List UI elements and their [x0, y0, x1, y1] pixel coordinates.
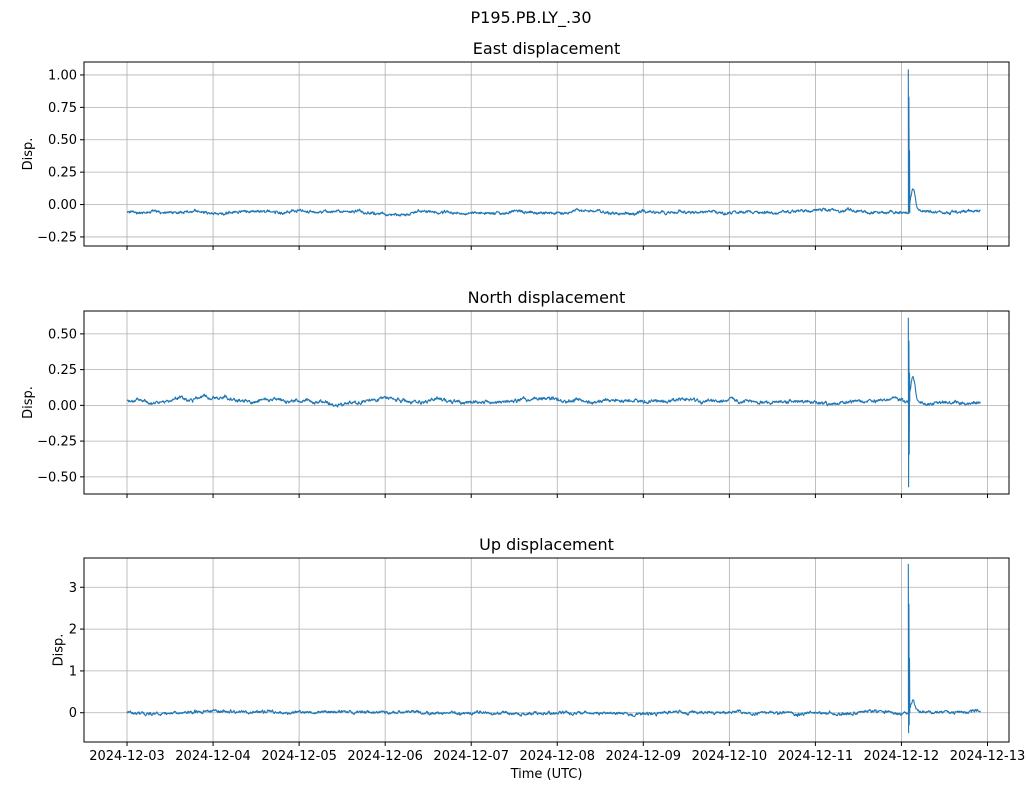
y-axis-label: Disp. — [21, 138, 36, 171]
axes-frame — [83, 557, 1010, 743]
x-tick-label: 2024-12-08 — [519, 749, 595, 764]
y-tick-label: 0 — [69, 706, 77, 721]
y-tick-label: −0.25 — [37, 435, 77, 450]
y-tick-label: 1.00 — [48, 68, 77, 83]
y-tick-label: 0.00 — [48, 198, 77, 213]
axes-frame — [83, 310, 1010, 495]
panel-0: −0.25 0.00 0.25 0.50 0.75 1.00 East displaceme… — [21, 39, 1010, 250]
y-tick-label: 2 — [69, 623, 77, 638]
y-tick-label: −0.25 — [37, 230, 77, 245]
axes-frame — [83, 61, 1010, 247]
series-line — [126, 69, 981, 217]
y-tick-label: 0.25 — [48, 166, 77, 181]
x-tick-label: 2024-12-03 — [89, 749, 165, 764]
x-tick-label: 2024-12-04 — [175, 749, 251, 764]
x-tick-label: 2024-12-10 — [692, 749, 768, 764]
panel-title: North displacement — [468, 288, 626, 307]
x-tick-label: 2024-12-13 — [950, 749, 1026, 764]
x-axis-label: Time (UTC) — [510, 767, 583, 782]
x-tick-label: 2024-12-06 — [347, 749, 423, 764]
x-tick-label: 2024-12-12 — [864, 749, 940, 764]
panel-title: East displacement — [473, 39, 620, 58]
y-tick-label: 0.00 — [48, 399, 77, 414]
y-axis-label: Disp. — [21, 386, 36, 419]
series-line — [126, 317, 981, 488]
y-tick-label: 0.50 — [48, 327, 77, 342]
y-tick-label: 0.75 — [48, 101, 77, 116]
x-tick-label: 2024-12-11 — [778, 749, 854, 764]
series-line — [126, 563, 981, 734]
panel-title: Up displacement — [479, 535, 614, 554]
x-tick-label: 2024-12-05 — [261, 749, 337, 764]
y-tick-label: 0.25 — [48, 363, 77, 378]
panels: −0.25 0.00 0.25 0.50 0.75 1.00 East displaceme… — [21, 39, 1025, 782]
y-tick-label: 1 — [69, 664, 77, 679]
panel-2: 2024-12-03 2024-12-04 2024-12-05 2024-12-06… — [51, 535, 1025, 782]
x-tick-label: 2024-12-09 — [606, 749, 682, 764]
y-tick-label: −0.50 — [37, 470, 77, 485]
y-tick-label: 0.50 — [48, 133, 77, 148]
figure-title: P195.PB.LY_.30 — [471, 8, 592, 28]
x-tick-label: 2024-12-07 — [433, 749, 509, 764]
y-tick-label: 3 — [69, 581, 77, 596]
y-axis-label: Disp. — [51, 634, 66, 667]
panel-1: −0.50 −0.25 0.00 0.25 0.50 North displacement… — [21, 288, 1010, 498]
